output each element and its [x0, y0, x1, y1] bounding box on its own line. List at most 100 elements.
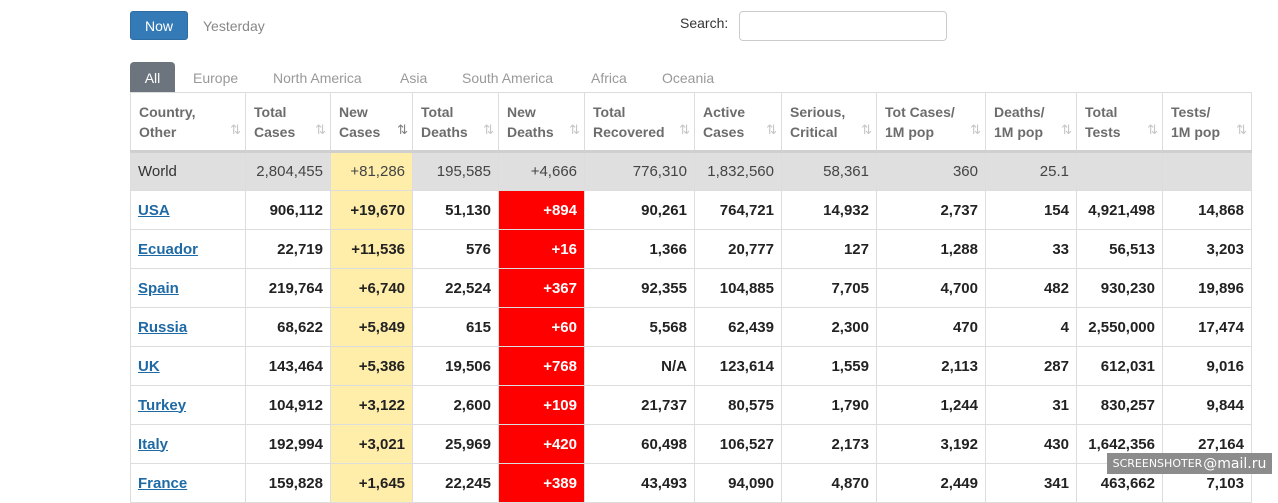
column-header[interactable]: Total Recovered ⇅ [584, 92, 695, 153]
table-cell: 1,832,560 [694, 151, 782, 191]
table-cell: 1,559 [781, 346, 877, 386]
column-header-line: Deaths/ [994, 103, 1045, 120]
table-row: Italy 192,994 +3,021 25,969 +420 60,498 106,52… [130, 424, 1252, 464]
column-header-line: Active [703, 103, 746, 120]
tab-oceania[interactable]: Oceania [662, 69, 715, 86]
table-cell: 159,828 [245, 463, 331, 503]
table-cell: +420 [498, 424, 585, 464]
country-link[interactable]: Russia [138, 318, 188, 336]
sort-icon[interactable]: ⇅ [569, 122, 580, 137]
table-cell: 576 [412, 229, 499, 269]
country-link[interactable]: Ecuador [138, 240, 199, 258]
sort-icon[interactable]: ⇅ [1147, 122, 1158, 137]
search-label: Search: [680, 15, 729, 31]
now-button[interactable]: Now [130, 11, 188, 40]
table-cell: 123,614 [694, 346, 782, 386]
table-cell: France [130, 463, 246, 503]
column-header-line: Critical [790, 123, 838, 140]
table-cell: 341 [985, 463, 1077, 503]
sort-icon[interactable]: ⇅ [315, 122, 326, 137]
tab-africa[interactable]: Africa [591, 69, 627, 86]
table-cell: 615 [412, 307, 499, 347]
table-cell: 106,527 [694, 424, 782, 464]
column-header[interactable]: Deaths/1M pop ⇅ [985, 92, 1077, 153]
table-cell: +5,386 [330, 346, 413, 386]
sort-icon[interactable]: ⇅ [679, 122, 690, 137]
column-header[interactable]: Country, Other ⇅ [130, 92, 246, 153]
table-cell: +1,645 [330, 463, 413, 503]
table-cell: Spain [130, 268, 246, 308]
column-header-line: Total [593, 103, 626, 120]
column-header-line: Tot Cases/ [885, 103, 955, 120]
table-cell: 192,994 [245, 424, 331, 464]
table-cell: 104,912 [245, 385, 331, 425]
table-cell: 219,764 [245, 268, 331, 308]
column-header[interactable]: Total Deaths ⇅ [412, 92, 499, 153]
table-cell: Ecuador [130, 229, 246, 269]
table-cell: +16 [498, 229, 585, 269]
country-link[interactable]: USA [138, 201, 170, 219]
table-cell: +109 [498, 385, 585, 425]
column-header[interactable]: Serious, Critical ⇅ [781, 92, 877, 153]
column-header[interactable]: New Deaths ⇅ [498, 92, 585, 153]
table-row: Spain 219,764 +6,740 22,524 +367 92,355 104,88… [130, 268, 1252, 308]
tab-north-america[interactable]: North America [273, 69, 362, 86]
table-cell: 58,361 [781, 151, 877, 191]
column-header[interactable]: Tot Cases/1M pop ⇅ [876, 92, 986, 153]
table-cell: 127 [781, 229, 877, 269]
tab-all[interactable]: All [130, 62, 175, 93]
search-input[interactable] [739, 11, 947, 41]
country-link[interactable]: UK [138, 357, 160, 375]
column-header-line: Total [1085, 103, 1118, 120]
table-cell: 4,700 [876, 268, 986, 308]
column-header[interactable]: New Cases ⇅ [330, 92, 413, 153]
table-cell: 2,173 [781, 424, 877, 464]
tab-asia[interactable]: Asia [400, 69, 428, 86]
column-header[interactable]: Active Cases ⇅ [694, 92, 782, 153]
table-cell: N/A [584, 346, 695, 386]
column-header[interactable]: Tests/1M pop ⇅ [1162, 92, 1252, 153]
column-header-line: 1M pop [1171, 123, 1220, 140]
table-row: Turkey 104,912 +3,122 2,600 +109 21,737 80,575… [130, 385, 1252, 425]
tab-europe[interactable]: Europe [193, 69, 239, 86]
world-row: World 2,804,455 +81,286 195,585 +4,666 776,31… [130, 151, 1252, 191]
table-cell: 22,524 [412, 268, 499, 308]
table-cell: 482 [985, 268, 1077, 308]
table-cell: Russia [130, 307, 246, 347]
sort-icon[interactable]: ⇅ [397, 122, 408, 137]
column-header-line: Total [421, 103, 454, 120]
table-cell: 1,244 [876, 385, 986, 425]
sort-icon[interactable]: ⇅ [861, 122, 872, 137]
table-cell: 22,245 [412, 463, 499, 503]
table-cell: 4,870 [781, 463, 877, 503]
table-cell: +60 [498, 307, 585, 347]
country-link[interactable]: France [138, 474, 188, 492]
sort-icon[interactable]: ⇅ [230, 122, 241, 137]
table-cell: 1,790 [781, 385, 877, 425]
sort-icon[interactable]: ⇅ [483, 122, 494, 137]
table-cell: 60,498 [584, 424, 695, 464]
column-header-line: Deaths [507, 123, 554, 140]
column-header[interactable]: Total Cases ⇅ [245, 92, 331, 153]
table-cell: 2,113 [876, 346, 986, 386]
country-link[interactable]: Italy [138, 435, 169, 453]
sort-icon[interactable]: ⇅ [970, 122, 981, 137]
sort-icon[interactable]: ⇅ [1061, 122, 1072, 137]
sort-icon[interactable]: ⇅ [1236, 122, 1247, 137]
column-header-line: Cases [703, 123, 745, 140]
country-link[interactable]: Turkey [138, 396, 187, 414]
tab-south-america[interactable]: South America [462, 69, 554, 86]
table-cell: 9,844 [1162, 385, 1252, 425]
yesterday-button[interactable]: Yesterday [203, 17, 265, 34]
table-cell: Italy [130, 424, 246, 464]
table-cell: 7,705 [781, 268, 877, 308]
column-header[interactable]: Total Tests ⇅ [1076, 92, 1163, 153]
country-link[interactable]: Spain [138, 279, 179, 297]
table-cell: +81,286 [330, 151, 413, 191]
sort-icon[interactable]: ⇅ [766, 122, 777, 137]
table-cell: 92,355 [584, 268, 695, 308]
table-cell: 14,868 [1162, 190, 1252, 230]
watermark-suffix: @mail.ru [1203, 455, 1267, 472]
table-cell: 56,513 [1076, 229, 1163, 269]
table-row: USA 906,112 +19,670 51,130 +894 90,261 764,721… [130, 190, 1252, 230]
